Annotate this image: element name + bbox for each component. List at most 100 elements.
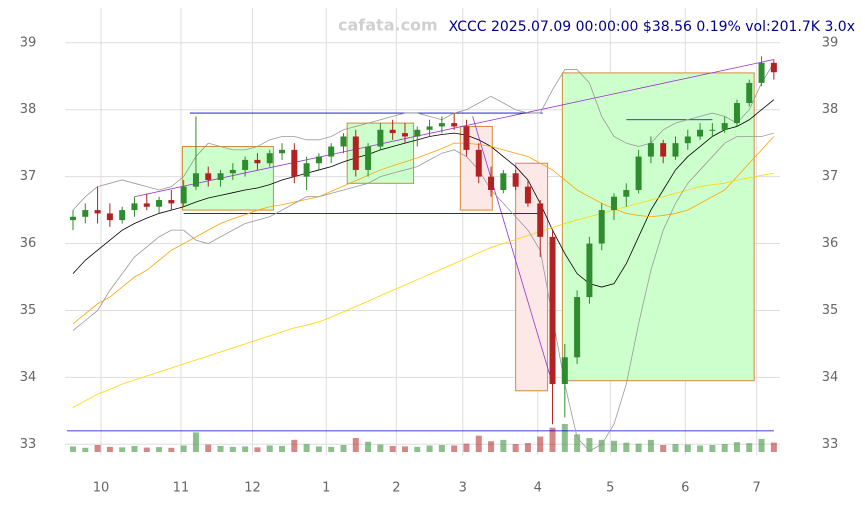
- candle-body: [143, 203, 150, 207]
- volume-bar: [549, 427, 556, 452]
- volume-bar: [635, 443, 642, 452]
- annotation-line: [472, 116, 553, 385]
- candle-body: [377, 129, 384, 147]
- candle-body: [352, 136, 359, 170]
- volume-bar: [770, 442, 777, 452]
- volume-bar: [229, 446, 236, 452]
- candle-body: [647, 143, 654, 157]
- candle-body: [488, 176, 495, 191]
- candle-body: [168, 200, 175, 204]
- candle-body: [697, 129, 704, 137]
- volume-bar: [697, 445, 704, 452]
- candle-body: [537, 203, 544, 237]
- x-tick-label: 4: [534, 481, 542, 496]
- candle-body: [512, 173, 519, 187]
- volume-bar: [291, 439, 298, 452]
- volume-bar: [242, 446, 249, 452]
- volume-bar: [254, 447, 261, 452]
- candle-body: [463, 126, 470, 150]
- volume-bar: [684, 444, 691, 452]
- x-tick-label: 6: [681, 481, 689, 496]
- candle-body: [549, 236, 556, 385]
- candle-body: [746, 82, 753, 104]
- volume-bar: [524, 443, 531, 452]
- candle-body: [475, 149, 482, 177]
- zone: [561, 72, 755, 382]
- y-tick-label: 37: [20, 169, 37, 184]
- volume-bar: [217, 445, 224, 452]
- volume-bar: [721, 444, 728, 452]
- y2-tick-label: 34: [822, 370, 839, 385]
- volume-bar: [401, 446, 408, 452]
- candle-body: [365, 146, 372, 170]
- candle-body: [180, 186, 187, 204]
- volume-bar: [746, 443, 753, 452]
- volume-bar: [94, 445, 101, 452]
- volume-bar: [463, 443, 470, 452]
- volume-bar: [389, 445, 396, 452]
- x-tick-label: 10: [93, 481, 110, 496]
- volume-bar: [352, 438, 359, 452]
- candle-body: [709, 129, 716, 131]
- candle-body: [561, 357, 568, 385]
- volume-bar: [500, 439, 507, 452]
- candle-body: [106, 213, 113, 221]
- volume-bar: [192, 432, 199, 452]
- volume-bar: [561, 424, 568, 452]
- indicator-line: [72, 172, 774, 408]
- candle-body: [69, 216, 76, 221]
- candle-body: [303, 163, 310, 177]
- candle-body: [500, 173, 507, 191]
- candle-body: [414, 129, 421, 137]
- volume-bar: [488, 441, 495, 452]
- candle-body: [156, 200, 163, 207]
- volume-bar: [438, 445, 445, 452]
- x-tick-label: 7: [752, 481, 760, 496]
- volume-bar: [414, 446, 421, 452]
- volume-bar: [143, 447, 150, 452]
- indicator-line: [72, 62, 775, 211]
- candle-body: [279, 149, 286, 154]
- indicator-line: [72, 99, 775, 288]
- candle-body: [254, 159, 261, 164]
- candle-body: [733, 103, 740, 124]
- indicator-line: [72, 132, 774, 452]
- candle-body: [217, 173, 224, 180]
- candle-body: [119, 210, 126, 221]
- candle-body: [586, 243, 593, 298]
- y-tick-label: 34: [20, 370, 37, 385]
- volume-bar: [733, 442, 740, 452]
- volume-bar: [131, 445, 138, 452]
- volume-bar: [180, 445, 187, 452]
- candle-body: [291, 149, 298, 177]
- candle-body: [131, 203, 138, 211]
- y2-tick-label: 38: [822, 102, 839, 117]
- y2-tick-label: 33: [822, 437, 839, 452]
- candle-body: [426, 126, 433, 130]
- volume-bar: [69, 446, 76, 452]
- volume-bar: [758, 438, 765, 452]
- candle-body: [635, 156, 642, 191]
- volume-bar: [574, 434, 581, 452]
- chart-title: XCCC 2025.07.09 00:00:00 $38.56 0.19% vo…: [449, 19, 855, 35]
- x-tick-label: 12: [244, 481, 261, 496]
- volume-bar: [512, 444, 519, 452]
- indicator-line: [72, 136, 775, 325]
- volume-bar: [82, 447, 89, 452]
- volume-bar: [611, 440, 618, 452]
- candle-body: [266, 153, 273, 164]
- candle-body: [623, 190, 630, 197]
- y-tick-label: 36: [20, 236, 37, 251]
- y-tick-label: 38: [20, 102, 37, 117]
- volume-bar: [647, 439, 654, 452]
- y2-tick-label: 36: [822, 236, 839, 251]
- volume-bar: [328, 446, 335, 452]
- candle-body: [611, 196, 618, 211]
- x-tick-label: 11: [173, 481, 190, 496]
- y2-tick-label: 39: [822, 35, 839, 50]
- volume-bar: [156, 447, 163, 452]
- candle-body: [574, 297, 581, 358]
- candle-body: [451, 123, 458, 127]
- y-tick-label: 33: [20, 437, 37, 452]
